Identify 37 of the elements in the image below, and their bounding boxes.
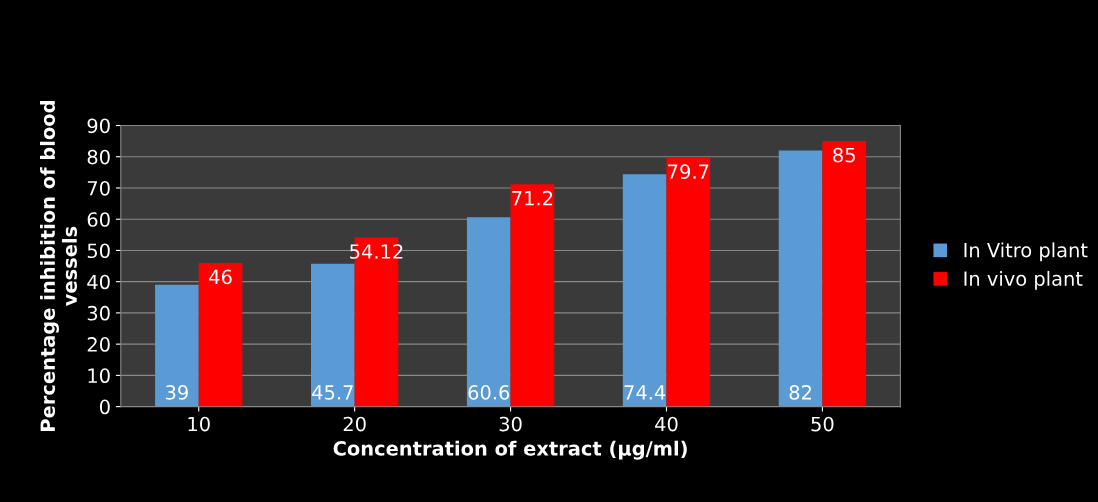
- data-label: 82: [789, 385, 811, 400]
- y-tick-label: 10: [88, 368, 110, 384]
- data-label: 39: [166, 385, 188, 400]
- bar: [155, 284, 199, 407]
- data-label: 74.4: [624, 385, 666, 400]
- y-tick-label: 0: [99, 399, 110, 415]
- data-label: 60.6: [468, 385, 510, 400]
- data-label: 46: [209, 269, 232, 285]
- data-label: 79.7: [668, 164, 709, 179]
- bar: [778, 150, 823, 407]
- x-tick-label: 30: [499, 416, 522, 432]
- legend-label: In Vitro plant: [964, 242, 1088, 262]
- y-tick-label: 60: [87, 212, 110, 227]
- bar: [666, 157, 711, 407]
- y-tick-label: 30: [87, 305, 110, 321]
- y-axis-title: Percentage inhibition of blood vessels: [40, 101, 77, 431]
- x-tick-label: 40: [655, 416, 678, 432]
- y-tick-label: 70: [87, 180, 110, 196]
- legend-label: In vivo plant: [964, 270, 1083, 290]
- y-tick-label: 50: [87, 243, 110, 259]
- data-label: 71.2: [512, 190, 553, 206]
- y-tick-label: 20: [87, 337, 110, 352]
- y-tick-label: 90: [87, 118, 110, 134]
- x-tick-label: 10: [188, 416, 210, 432]
- y-tick-label: 40: [87, 274, 110, 290]
- x-tick-label: 20: [343, 416, 366, 432]
- bar: [311, 263, 355, 407]
- bar: [510, 184, 555, 407]
- data-label: 45.7: [312, 385, 353, 400]
- data-label: 85: [833, 147, 855, 163]
- bar: [198, 262, 243, 407]
- data-label: 54.12: [350, 244, 403, 259]
- x-axis-title: Concentration of extract (µg/ml): [333, 440, 687, 460]
- bar: [466, 217, 511, 407]
- x-tick-label: 50: [811, 416, 834, 432]
- bar: [822, 141, 867, 407]
- y-tick-label: 80: [87, 149, 110, 165]
